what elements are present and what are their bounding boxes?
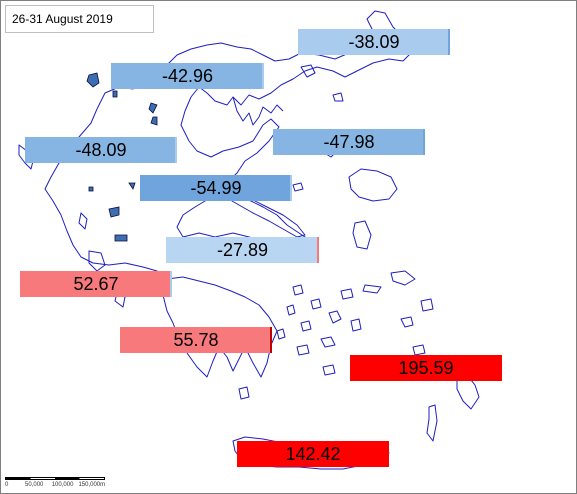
region-bar-edge (175, 137, 177, 163)
region-value-label: -48.09 (75, 139, 127, 160)
region-bar-edge (290, 175, 292, 201)
region-bar-north-aegean: -47.98 (273, 129, 425, 155)
coastline-samos (390, 270, 416, 286)
coastline-lefkada (78, 212, 88, 230)
coastline-north (96, 10, 412, 162)
region-bar-edge (423, 129, 425, 155)
scale-label-0: 0 (5, 482, 9, 488)
region-bar-edge (387, 441, 389, 467)
date-range-title: 26-31 August 2019 (5, 5, 154, 33)
region-bar-east-macedonia-thrace: -38.09 (298, 29, 450, 55)
region-value-label: -27.89 (216, 239, 269, 260)
region-bar-crete: 142.42 (237, 441, 389, 467)
region-bar-edge (262, 63, 264, 89)
scale-label-1: 50,000 (25, 482, 44, 488)
scale-bar: 0 50,000 100,000 150,000m (5, 477, 117, 491)
region-bar-edge (270, 327, 272, 353)
region-bar-edge (170, 271, 172, 297)
region-value-label: 55.78 (173, 329, 219, 350)
lake-west-macedonia (112, 90, 158, 114)
lake-small (88, 116, 158, 192)
scale-bar-line (5, 477, 105, 480)
region-bar-edge (317, 237, 319, 263)
lake-trichonida (114, 234, 128, 242)
coastline-ikaria (362, 284, 382, 294)
region-value-label: -38.09 (348, 31, 400, 52)
region-bar-south-aegean: 195.59 (350, 355, 502, 381)
coastline-samothrace (332, 92, 344, 102)
coastline-chios (352, 220, 372, 250)
scale-label-3: 150,000m (78, 482, 106, 488)
lake-prespa (86, 72, 100, 88)
region-bar-western-macedonia: -48.09 (25, 137, 177, 163)
coastline-thasos (300, 64, 316, 78)
region-value-label: 52.67 (73, 273, 119, 294)
region-bar-edge (500, 355, 502, 381)
region-bar-thessaly: -54.99 (140, 175, 292, 201)
region-bar-edge (448, 29, 450, 55)
region-bar-central-greece: -27.89 (166, 237, 319, 263)
coastline-kefalonia (88, 250, 106, 272)
coastline-cyclades (276, 284, 362, 376)
coastline-chalkidiki (232, 96, 284, 126)
region-value-label: 195.59 (398, 357, 454, 378)
region-value-label: 142.42 (285, 443, 341, 464)
region-value-label: -42.96 (161, 65, 214, 86)
region-bar-central-macedonia: -42.96 (111, 63, 264, 89)
region-value-label: -54.99 (190, 177, 242, 198)
scale-label-2: 100,000 (51, 482, 74, 488)
coastline-karpathos (426, 404, 438, 442)
coastline-lesvos (348, 168, 398, 202)
lake-ioannina (108, 206, 120, 218)
region-bar-peloponnese: 55.78 (120, 327, 272, 353)
region-value-label: -47.98 (323, 131, 375, 152)
coastline-kythira (238, 386, 250, 400)
coastline-dodecanese (400, 298, 442, 370)
scale-bar-labels: 0 50,000 100,000 150,000m (5, 482, 105, 488)
region-bar-western-greece: 52.67 (20, 271, 172, 297)
